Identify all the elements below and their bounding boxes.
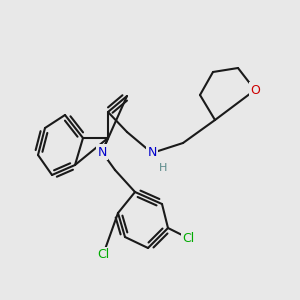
Text: O: O [250, 83, 260, 97]
Text: N: N [97, 146, 107, 158]
Text: H: H [159, 163, 167, 173]
Text: N: N [147, 146, 157, 160]
Text: Cl: Cl [97, 248, 109, 262]
Text: Cl: Cl [182, 232, 194, 244]
